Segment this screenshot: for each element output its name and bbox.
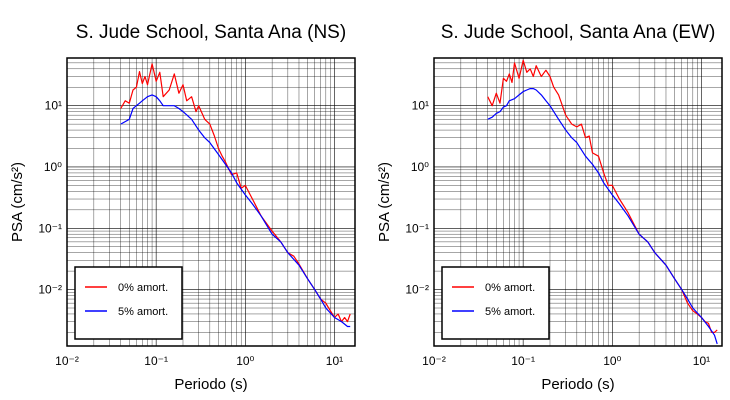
y-tick-label: 10⁰ xyxy=(411,160,429,174)
legend-box xyxy=(441,266,550,340)
y-tick-label: 10⁻² xyxy=(38,283,62,297)
series-line-5pct xyxy=(120,94,351,328)
y-axis-label: PSA (cm/s²) xyxy=(376,162,393,242)
grid xyxy=(434,58,722,346)
chart-title: S. Jude School, Santa Ana (EW) xyxy=(441,22,716,43)
x-tick-label: 10⁻¹ xyxy=(511,354,535,368)
y-tick-label: 10¹ xyxy=(412,99,429,113)
chart-panel-ns: S. Jude School, Santa Ana (NS) 10⁻² 10⁻¹ 10… xyxy=(9,22,356,393)
x-tick-label: 10⁻² xyxy=(422,354,446,368)
x-tick-label: 10¹ xyxy=(326,354,343,368)
x-axis-label: Periodo (s) xyxy=(174,376,247,393)
plot-frame xyxy=(66,57,356,347)
x-tick-label: 10⁻² xyxy=(55,354,79,368)
legend-label-0pct: 0% amort. xyxy=(485,282,535,294)
grid xyxy=(67,58,355,346)
x-tick-label: 10⁻¹ xyxy=(144,354,168,368)
y-axis-label: PSA (cm/s²) xyxy=(9,162,26,242)
legend: 0% amort. 5% amort. xyxy=(441,266,550,340)
legend-label-5pct: 5% amort. xyxy=(485,306,535,318)
chart-panel-ew: S. Jude School, Santa Ana (EW) 10⁻² 10⁻¹ 10… xyxy=(376,22,723,393)
y-tick-label: 10⁻² xyxy=(405,283,429,297)
legend-box xyxy=(74,266,183,340)
series-line-5pct xyxy=(487,87,718,345)
x-tick-label: 10¹ xyxy=(693,354,710,368)
y-tick-label: 10⁻¹ xyxy=(405,221,429,235)
x-axis-label: Periodo (s) xyxy=(541,376,614,393)
y-tick-label: 10⁻¹ xyxy=(38,221,62,235)
x-tick-label: 10⁰ xyxy=(603,354,621,368)
plot-frame xyxy=(433,57,723,347)
series-line-0pct xyxy=(487,59,718,333)
chart-title: S. Jude School, Santa Ana (NS) xyxy=(76,22,346,43)
legend-label-0pct: 0% amort. xyxy=(118,282,168,294)
legend: 0% amort. 5% amort. xyxy=(74,266,183,340)
x-tick-label: 10⁰ xyxy=(236,354,254,368)
y-tick-label: 10⁰ xyxy=(44,160,62,174)
y-tick-label: 10¹ xyxy=(45,99,62,113)
legend-label-5pct: 5% amort. xyxy=(118,306,168,318)
